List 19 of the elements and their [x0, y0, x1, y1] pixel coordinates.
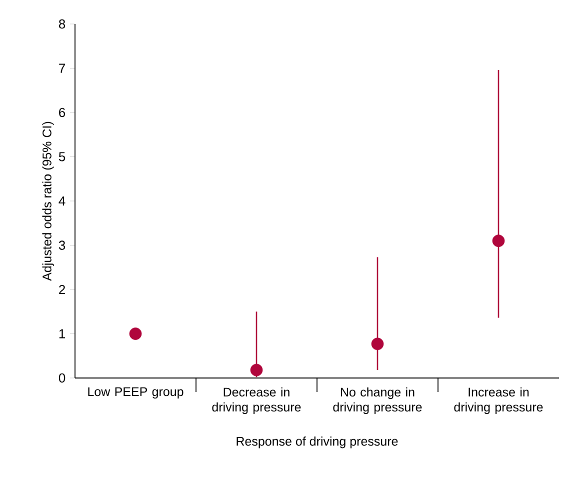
x-tick-label: Low PEEP group — [88, 387, 184, 399]
y-tick-label: 6 — [59, 108, 66, 118]
y-tick-label: 8 — [58, 19, 66, 29]
y-tick-label: 3 — [58, 240, 66, 250]
x-axis-title: Response of driving pressure — [236, 436, 398, 448]
point — [250, 364, 263, 376]
y-tick-label: 0 — [58, 373, 66, 383]
point — [129, 328, 142, 340]
y-tick-label: 7 — [59, 64, 65, 73]
y-tick-label: 1 — [59, 329, 66, 338]
y-tick-label: 5 — [58, 152, 66, 162]
y-axis-title: Adjusted odds ratio (95% CI) — [42, 122, 54, 281]
x-tick-label: No change in driving pressure — [333, 387, 422, 414]
y-tick-label: 2 — [59, 284, 65, 294]
x-tick-label: Decrease in driving pressure — [212, 387, 301, 414]
point — [492, 234, 505, 248]
point — [371, 338, 384, 350]
x-tick-label: Increase in driving pressure — [454, 387, 543, 414]
y-tick-label: 4 — [58, 196, 66, 206]
